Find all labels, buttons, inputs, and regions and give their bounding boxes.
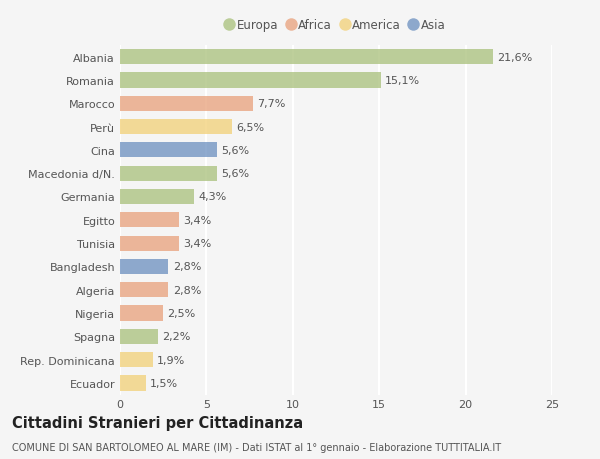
Bar <box>120 375 146 391</box>
Bar <box>120 96 253 112</box>
Text: 2,8%: 2,8% <box>173 285 201 295</box>
Text: 15,1%: 15,1% <box>385 76 421 86</box>
Bar <box>120 353 153 367</box>
Text: 21,6%: 21,6% <box>497 52 533 62</box>
Bar <box>120 143 217 158</box>
Text: 1,9%: 1,9% <box>157 355 185 365</box>
Text: 4,3%: 4,3% <box>199 192 227 202</box>
Bar <box>120 306 163 321</box>
Text: 2,8%: 2,8% <box>173 262 201 272</box>
Bar <box>120 259 169 274</box>
Bar <box>120 329 158 344</box>
Bar <box>120 73 381 88</box>
Text: 3,4%: 3,4% <box>183 239 211 249</box>
Text: 5,6%: 5,6% <box>221 169 249 179</box>
Text: COMUNE DI SAN BARTOLOMEO AL MARE (IM) - Dati ISTAT al 1° gennaio - Elaborazione : COMUNE DI SAN BARTOLOMEO AL MARE (IM) - … <box>12 442 501 452</box>
Text: 5,6%: 5,6% <box>221 146 249 156</box>
Bar <box>120 283 169 297</box>
Bar <box>120 236 179 251</box>
Bar <box>120 213 179 228</box>
Bar <box>120 120 232 135</box>
Text: 6,5%: 6,5% <box>236 122 265 132</box>
Bar <box>120 50 493 65</box>
Text: 2,5%: 2,5% <box>167 308 196 319</box>
Text: 2,2%: 2,2% <box>163 331 191 341</box>
Text: 1,5%: 1,5% <box>150 378 178 388</box>
Text: 3,4%: 3,4% <box>183 215 211 225</box>
Bar <box>120 166 217 181</box>
Text: Cittadini Stranieri per Cittadinanza: Cittadini Stranieri per Cittadinanza <box>12 415 303 431</box>
Legend: Europa, Africa, America, Asia: Europa, Africa, America, Asia <box>224 17 448 34</box>
Bar <box>120 190 194 205</box>
Text: 7,7%: 7,7% <box>257 99 286 109</box>
